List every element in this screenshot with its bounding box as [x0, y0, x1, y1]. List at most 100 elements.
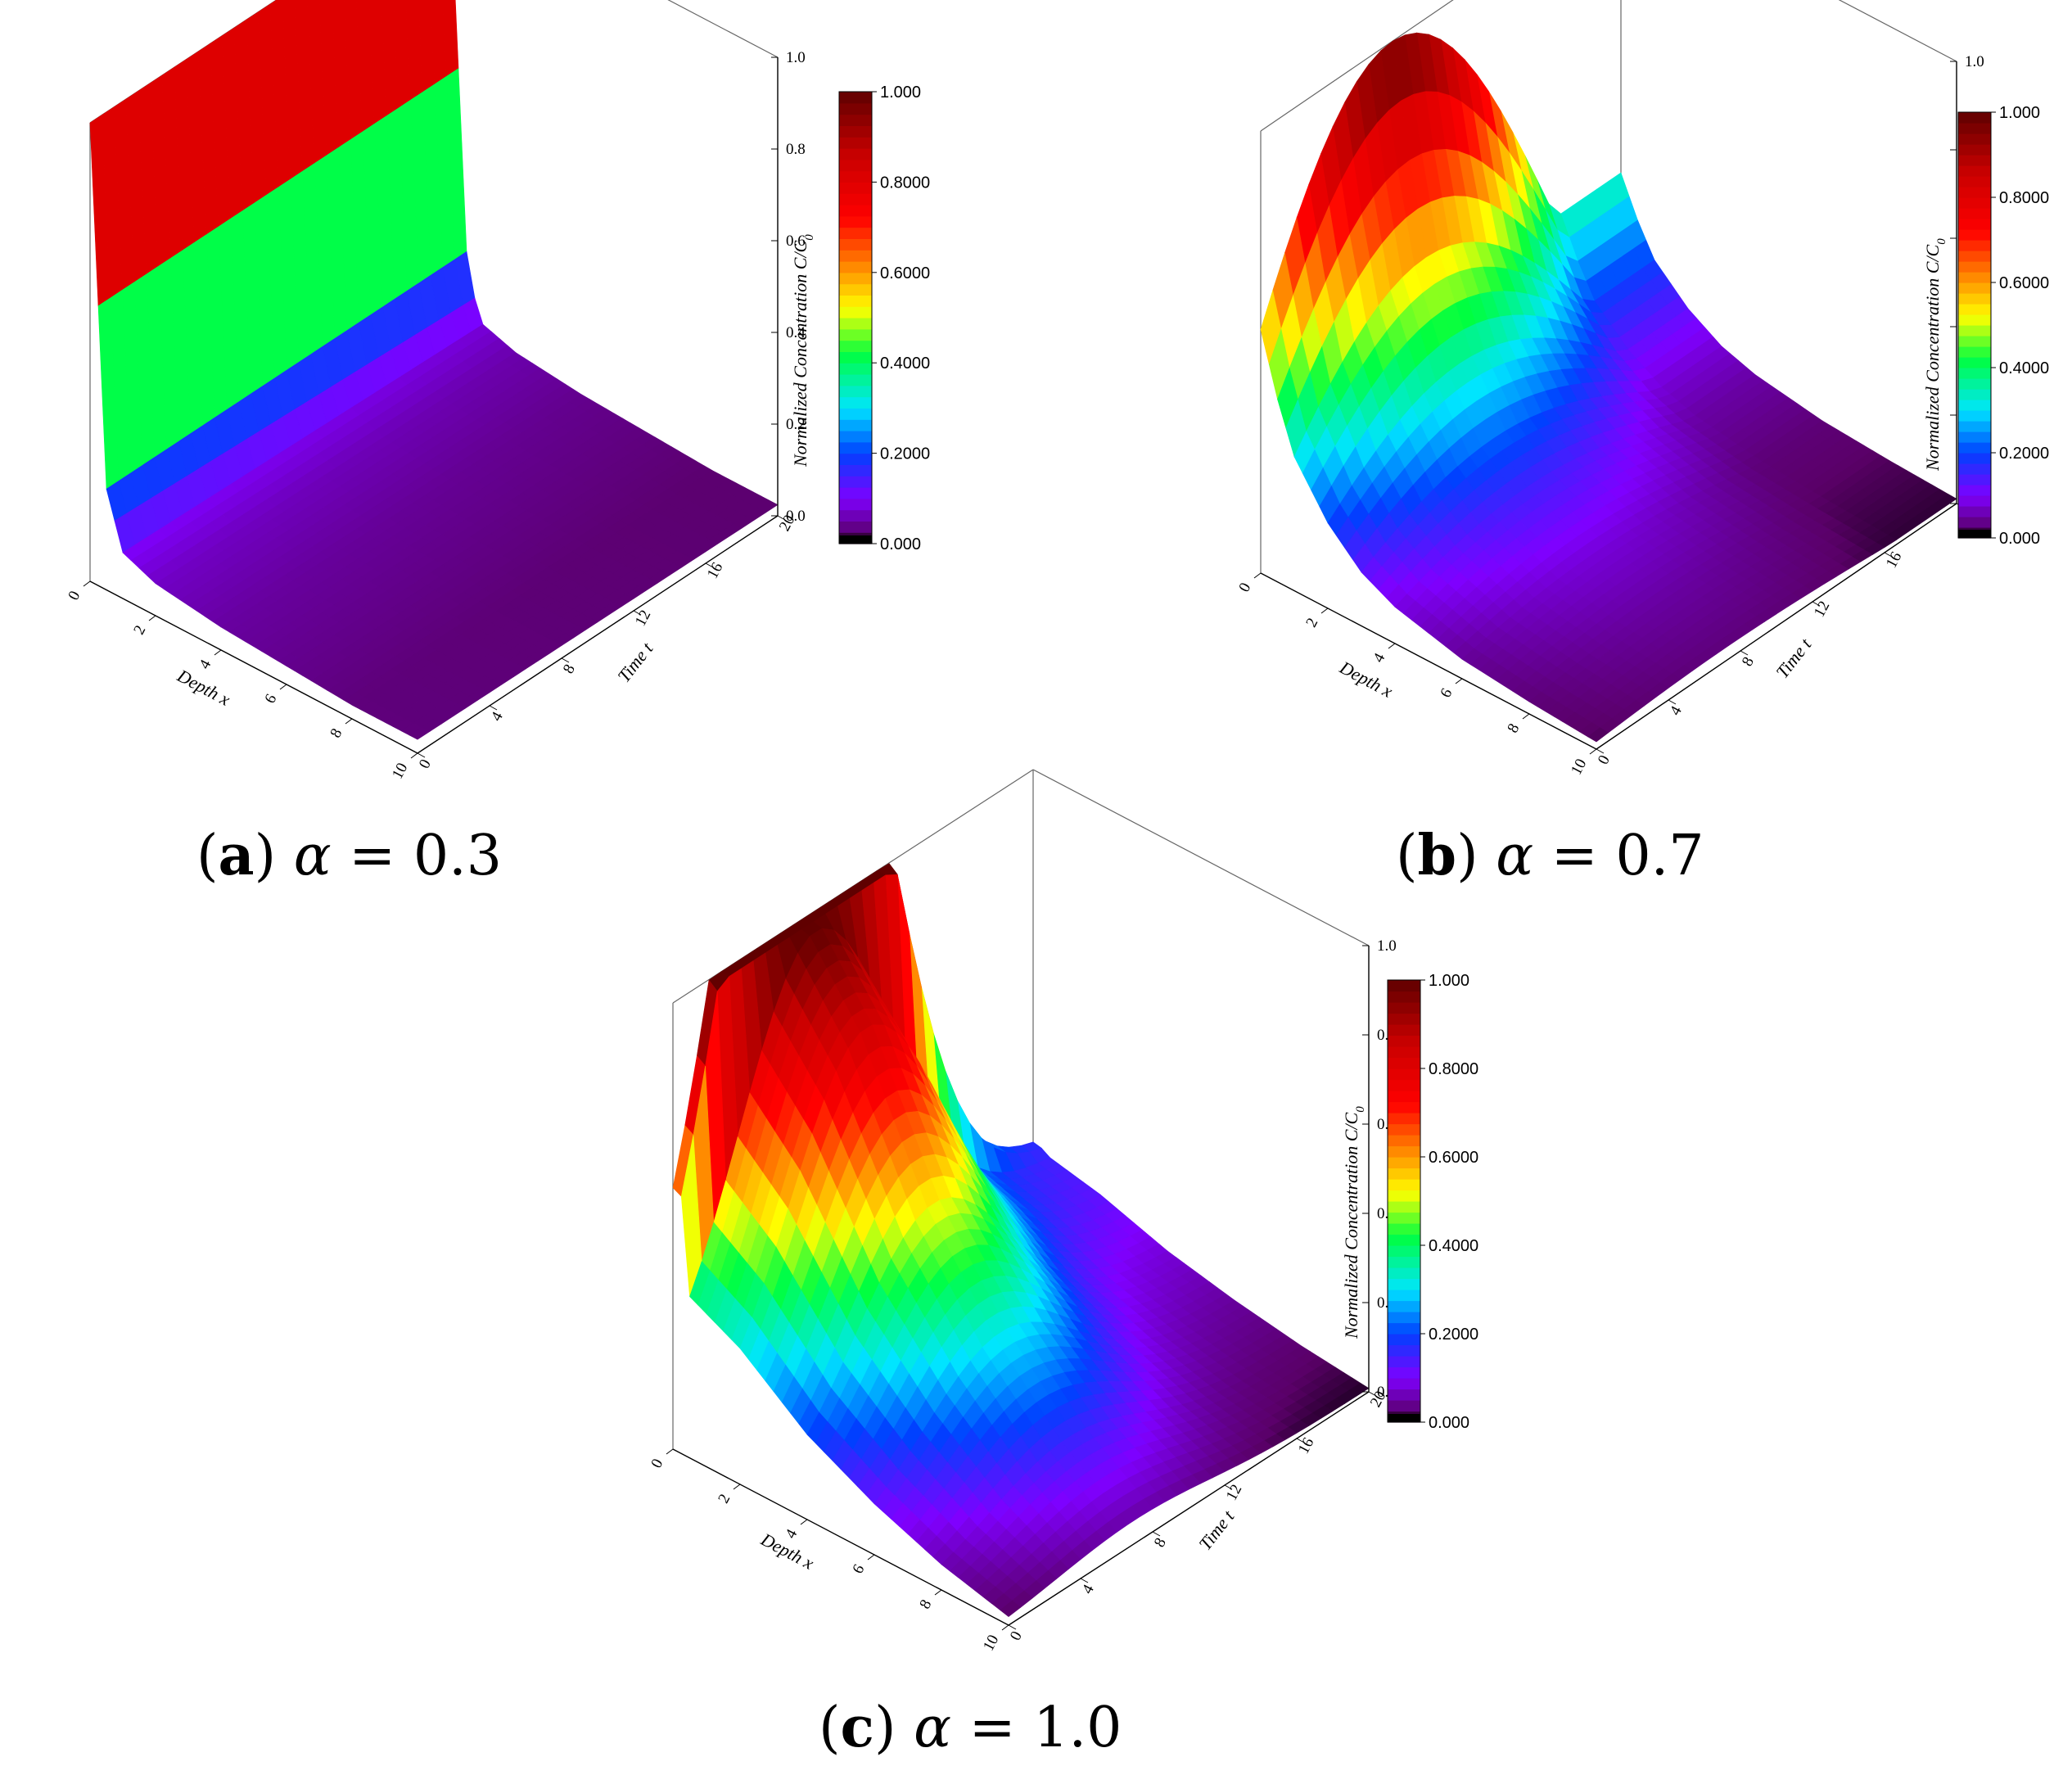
caption-a: (a) α = 0.3	[196, 823, 503, 888]
colorbar-band	[1958, 389, 1991, 400]
axis-labels-c: Depth x Time t Normalized Concentration …	[757, 1106, 1367, 1574]
colorbar-frame	[1957, 111, 1992, 539]
z-tick-label: 1.0	[786, 49, 806, 66]
colorbar-band	[839, 125, 872, 138]
t-tick	[1740, 650, 1749, 656]
colorbar-band	[839, 363, 872, 375]
axis-labels-a: Depth x Time t Normalized Concentration …	[174, 234, 816, 710]
x-tick	[345, 718, 353, 725]
z-tick-label: 0.2	[786, 416, 806, 433]
colorbar-band	[1958, 485, 1991, 496]
colorbar-band	[839, 453, 872, 465]
colorbar-band	[839, 205, 872, 217]
colorbar-band	[839, 431, 872, 443]
surface-cell	[1587, 727, 1609, 743]
colorbar-band	[1958, 314, 1991, 326]
colorbar-band	[839, 476, 872, 488]
colorbar-a: 0.000 0.2000 0.4000 0.6000 0.8000 1.000	[838, 84, 930, 553]
caption-relation-a: =	[349, 824, 396, 888]
z-tick-label: 0.6	[786, 233, 806, 250]
colorbar-band	[839, 374, 872, 386]
t-tick	[777, 515, 786, 521]
colorbar-band	[1958, 293, 1991, 305]
z-axis-label-c: Normalized Concentration C/C0	[1341, 1106, 1367, 1339]
colorbar-band	[1958, 431, 1991, 443]
colorbar-band	[1958, 155, 1991, 166]
colorbar-min-band	[1958, 530, 1991, 538]
surface-cell	[409, 727, 431, 740]
colorbar-band	[1958, 187, 1991, 198]
colorbar-band	[1958, 208, 1991, 219]
colorbar-band	[1958, 463, 1991, 475]
colorbar-band	[1958, 346, 1991, 358]
colorbar-band	[839, 238, 872, 251]
colorbar-band	[839, 182, 872, 194]
colorbar-tick-label: 0.2000	[1999, 445, 2049, 463]
colorbar-band	[839, 159, 872, 172]
x-tick	[410, 752, 418, 759]
colorbar-band	[839, 283, 872, 296]
y-axis-label-b: Time t	[1772, 634, 1816, 682]
t-axis-line	[417, 515, 779, 754]
z-tick-label: 0.4	[786, 324, 806, 341]
y-axis-label-c: Time t	[1194, 1506, 1239, 1554]
colorbar-band	[839, 193, 872, 206]
colorbar-band	[1958, 517, 1991, 528]
colorbar-min-band	[839, 535, 872, 544]
colorbar-band	[1958, 495, 1991, 507]
colorbar-tick-label: 0.6000	[1999, 274, 2049, 292]
x-axis-line	[89, 580, 418, 754]
colorbar-band	[839, 170, 872, 183]
caption-letter-b: b	[1417, 823, 1457, 888]
colorbar-band	[1958, 165, 1991, 177]
x-tick	[148, 615, 156, 621]
colorbar-band	[1958, 474, 1991, 486]
colorbar-band	[1958, 133, 1991, 145]
panel-c: 0 2 4 6 8 10 0 4 8 12 16 20 0.0 0.2 0.4 0.6 0.8 1.0 0.000…	[573, 769, 1580, 1662]
colorbar-tick-label: 1.000	[1999, 104, 2040, 122]
x-axis-label-b: Depth x	[1336, 657, 1397, 702]
t-tick	[1884, 552, 1893, 558]
colorbar-band	[839, 261, 872, 273]
colorbar-band	[1958, 282, 1991, 294]
back-edge-top-right	[667, 0, 779, 58]
colorbar-band	[1958, 325, 1991, 336]
colorbar-band	[1958, 123, 1991, 134]
colorbar-band	[839, 408, 872, 420]
x-tick	[279, 684, 287, 690]
colorbar-band	[839, 272, 872, 285]
colorbar-band	[839, 396, 872, 409]
z-tick-label: 0.0	[786, 508, 806, 525]
surface-b	[1260, 32, 1957, 743]
x-axis-label-c: Depth x	[757, 1529, 818, 1574]
colorbar-band	[839, 521, 872, 533]
colorbar-tick-label: 0.2000	[880, 445, 930, 463]
colorbar-band	[1958, 410, 1991, 422]
colorbar-band	[839, 102, 872, 115]
colorbar-band	[839, 215, 872, 228]
z-tick-label: 0.8	[786, 141, 806, 158]
t-tick	[705, 562, 714, 568]
colorbar-band	[839, 295, 872, 307]
colorbar-band	[839, 250, 872, 262]
x-tick	[1589, 748, 1597, 755]
x-tick	[1522, 713, 1530, 720]
colorbar-tick-label: 0.8000	[880, 174, 930, 192]
caption-c: (c) α = 1.0	[819, 1695, 1122, 1760]
surface-a	[89, 0, 779, 740]
x-axis-label-a: Depth x	[174, 665, 234, 710]
t-tick	[1812, 601, 1821, 607]
caption-b: (b) α = 0.7	[1396, 823, 1704, 888]
colorbar-band	[1958, 229, 1991, 241]
colorbar-band	[1958, 176, 1991, 187]
colorbar-tick-label: 0.4000	[880, 355, 930, 373]
colorbar-band	[1958, 442, 1991, 454]
colorbar-band	[1958, 378, 1991, 390]
caption-symbol-a: α	[293, 824, 332, 888]
back-edge-top-right	[1032, 769, 1370, 946]
colorbar-band	[1958, 272, 1991, 283]
colorbar-band	[839, 340, 872, 352]
t-axis-line	[1596, 503, 1957, 750]
